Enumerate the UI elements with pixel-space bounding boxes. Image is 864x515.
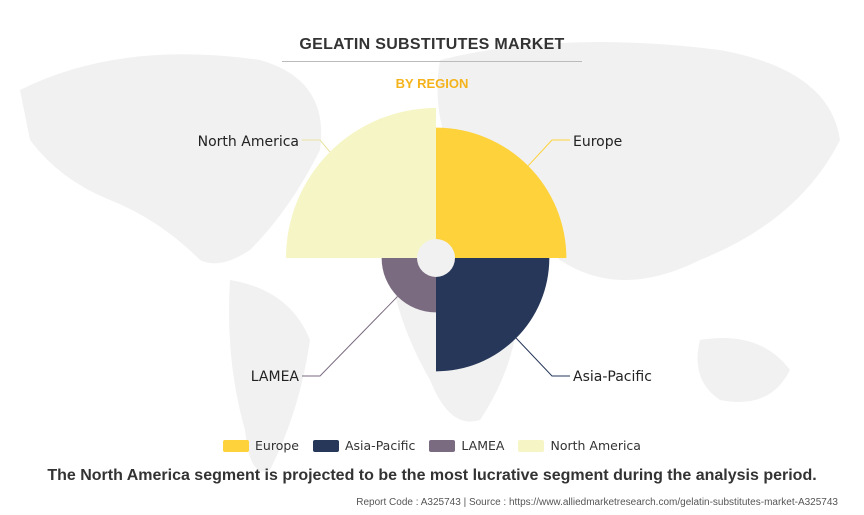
legend-swatch [429, 439, 456, 452]
center-hole [417, 239, 455, 277]
legend-item-north-america[interactable]: North America [518, 438, 641, 453]
legend-item-asia-pacific[interactable]: Asia-Pacific [312, 438, 415, 453]
legend-swatch [223, 439, 250, 452]
legend-swatch [518, 439, 545, 452]
title-divider [282, 61, 582, 62]
label-lamea: LAMEA [251, 369, 300, 385]
chart-subtitle: BY REGION [395, 76, 469, 91]
summary-note: The North America segment is projected t… [47, 467, 817, 484]
leader-line [515, 337, 570, 377]
label-europe: Europe [573, 134, 622, 150]
legend-item-europe[interactable]: Europe [223, 438, 299, 453]
leader-line [302, 296, 398, 377]
sector-lamea[interactable] [381, 258, 436, 313]
legend: Europe Asia-Pacific LAMEA North America [0, 438, 864, 453]
legend-swatch [312, 439, 339, 452]
footer-source: Report Code : A325743 | Source : https:/… [356, 497, 838, 508]
sector-asia-pacific[interactable] [436, 258, 550, 372]
label-north-america: North America [198, 134, 299, 150]
legend-item-lamea[interactable]: LAMEA [429, 438, 504, 453]
leader-line [527, 139, 570, 167]
sector-north-america[interactable] [286, 108, 436, 258]
sector-europe[interactable] [436, 127, 567, 259]
leader-line [302, 139, 331, 153]
chart-title: GELATIN SUBSTITUTES MARKET [299, 36, 565, 53]
label-asia-pacific: Asia-Pacific [573, 369, 652, 385]
